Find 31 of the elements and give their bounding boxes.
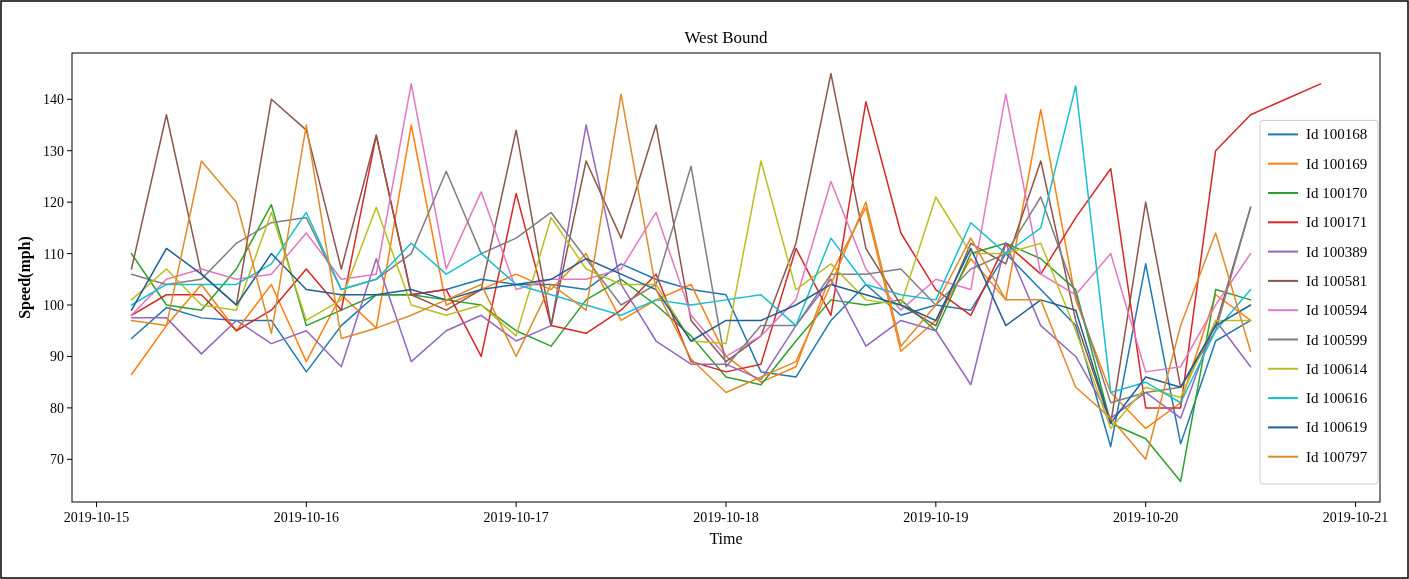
line-series [130,203,1252,483]
x-tick-label: 2019-10-17 [483,510,549,525]
y-tick-label: 80 [50,400,64,416]
legend-label: Id 100599 [1306,331,1368,348]
x-tick-label: 2019-10-20 [1113,510,1179,525]
x-tick-label: 2019-10-21 [1322,510,1389,525]
chart-title: West Bound [684,28,769,47]
legend-label: Id 100169 [1306,155,1368,172]
legend-label: Id 100170 [1306,185,1368,201]
y-tick-label: 130 [43,143,64,159]
legend-label: Id 100171 [1306,214,1368,231]
y-axis-title: Speed(mph) [16,236,34,319]
x-tick-label: 2019-10-18 [693,510,759,525]
y-tick-label: 70 [50,452,64,468]
x-tick-label: 2019-10-19 [903,510,969,525]
y-tick-label: 110 [43,246,64,262]
legend-label: Id 100614 [1306,360,1368,377]
x-axis-title: Time [709,530,743,547]
legend-label: Id 100168 [1306,126,1368,143]
x-tick-label: 2019-10-16 [273,510,339,525]
legend-label: Id 100389 [1306,243,1368,260]
y-tick-label: 100 [43,298,64,314]
legend-label: Id 100594 [1306,302,1368,319]
y-tick-label: 140 [43,92,64,108]
x-tick-label: 2019-10-15 [63,510,130,525]
legend-label: Id 100581 [1306,272,1368,289]
legend-label: Id 100797 [1306,448,1368,465]
legend-label: Id 100619 [1306,419,1368,436]
y-tick-label: 90 [50,349,64,365]
y-tick-label: 120 [43,195,64,211]
legend-label: Id 100616 [1306,390,1368,407]
